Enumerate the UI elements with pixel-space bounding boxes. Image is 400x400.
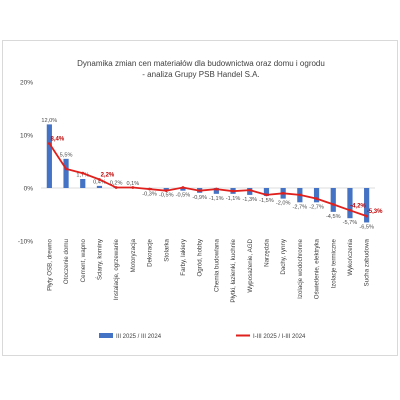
bar bbox=[213, 188, 219, 194]
line-point bbox=[348, 208, 352, 212]
legend: III 2025 / III 2024 I-III 2025 / I-III 2… bbox=[99, 333, 306, 340]
line-value-label: 8,4% bbox=[51, 136, 65, 142]
category-label: Farby, lakiery bbox=[180, 238, 187, 276]
category-label: Sucha zabudowa bbox=[364, 238, 371, 286]
chart-subtitle: - analiza Grupy PSB Handel S.A. bbox=[142, 70, 259, 79]
bar-value-label: 0,2% bbox=[110, 180, 123, 186]
bar-value-label: -1,5% bbox=[259, 198, 274, 204]
line-point bbox=[98, 178, 101, 181]
line-point bbox=[198, 189, 202, 193]
category-label: Instalacje, ogrzewanie bbox=[113, 238, 120, 300]
y-axis-ticks: 20% 10% 0% -10% bbox=[18, 80, 33, 246]
line-point bbox=[164, 189, 168, 193]
bar-value-label: -0,9% bbox=[192, 195, 207, 201]
bar-value-label: -6,5% bbox=[359, 224, 374, 230]
bar-value-label: -2,7% bbox=[309, 204, 324, 210]
bar bbox=[96, 185, 103, 188]
bar-value-label: -2,0% bbox=[276, 201, 291, 207]
line-point bbox=[231, 189, 235, 193]
category-label: Dekoracje bbox=[147, 238, 154, 266]
category-label: Stolarka bbox=[163, 238, 170, 261]
category-labels: Płyty OSB, drewno Otoczenie domu Cement, w… bbox=[46, 238, 370, 303]
line-value-label: -5,3% bbox=[367, 209, 383, 215]
line-point bbox=[298, 193, 302, 197]
category-label: Oświetlenie, elektryka bbox=[314, 238, 321, 299]
line-path bbox=[48, 143, 367, 217]
y-tick-label: 20% bbox=[20, 80, 33, 87]
line-point bbox=[131, 186, 135, 189]
category-label: Płytki, łazienki, kuchnie bbox=[230, 238, 237, 302]
category-label: Otoczenie domu bbox=[63, 238, 70, 284]
bar-value-label: -0,5% bbox=[159, 193, 174, 199]
line-series: 8,4% 2,2% -4,2%-5,3% bbox=[47, 136, 383, 218]
category-label: Dachy, rynny bbox=[280, 238, 287, 275]
category-label: Ściany, kominy bbox=[95, 238, 103, 280]
line-point bbox=[331, 203, 335, 206]
y-tick-label: 0% bbox=[24, 186, 34, 193]
category-label: Izolacje termiczne bbox=[330, 238, 337, 288]
bar bbox=[180, 188, 186, 191]
category-label: Chemia budowlana bbox=[213, 238, 220, 292]
bar bbox=[347, 188, 353, 219]
bar-value-label: -5,7% bbox=[343, 220, 358, 226]
category-label: Wykończenia bbox=[347, 238, 354, 275]
line-point bbox=[281, 191, 285, 195]
bar-value-label: -2,7% bbox=[293, 204, 308, 210]
category-label: Płyty OSB, drewno bbox=[46, 238, 53, 290]
bar-value-label: 1,7% bbox=[76, 172, 89, 178]
line-point bbox=[114, 186, 118, 189]
chart-title: Dynamika zmian cen materiałów dla budown… bbox=[77, 59, 325, 68]
category-label: Cement, wapno bbox=[80, 238, 87, 282]
bar bbox=[63, 158, 69, 188]
line-point bbox=[81, 171, 85, 175]
line-point bbox=[214, 187, 218, 191]
line-value-label: 2,2% bbox=[101, 173, 115, 179]
bar-value-label: -1,1% bbox=[209, 196, 224, 202]
legend-label-line: I-III 2025 / I-III 2024 bbox=[253, 334, 306, 340]
bar-value-label: -4,5% bbox=[326, 214, 341, 220]
line-point bbox=[64, 167, 68, 171]
line-point bbox=[148, 187, 151, 191]
category-label: Ogród, hobby bbox=[197, 238, 204, 276]
bar-value-label: 0,4% bbox=[93, 179, 106, 185]
bar-value-label: -0,5% bbox=[176, 193, 191, 199]
chart-card: Dynamika zmian cen materiałów dla budown… bbox=[2, 40, 398, 356]
line-point bbox=[315, 197, 318, 201]
line-point bbox=[265, 193, 268, 197]
category-label: Narzędzia bbox=[263, 238, 270, 266]
bar bbox=[80, 178, 86, 188]
bar bbox=[263, 188, 270, 196]
category-label: Izolacje wodochronne bbox=[297, 238, 304, 298]
bar-series: 12,0%5,5%1,7%0,4% 0,2% 0,1%-0,3% -0,5% -0,5%… bbox=[41, 118, 374, 231]
category-label: Wyposażenie, AGD bbox=[247, 238, 254, 292]
line-point bbox=[181, 186, 185, 189]
y-tick-label: 10% bbox=[20, 133, 33, 140]
bar-value-label: 0,1% bbox=[126, 181, 139, 187]
chart-svg: Dynamika zmian cen materiałów dla budown… bbox=[18, 59, 383, 340]
bar-value-label: -1,1% bbox=[226, 196, 241, 202]
legend-label-bar: III 2025 / III 2024 bbox=[116, 334, 162, 340]
line-point bbox=[365, 214, 369, 218]
category-label: Motoryzacja bbox=[130, 238, 137, 272]
bar-value-label: 5,5% bbox=[60, 152, 73, 158]
bar-value-label: 12,0% bbox=[41, 118, 57, 124]
y-tick-label: -10% bbox=[18, 239, 33, 246]
line-point bbox=[47, 142, 51, 145]
line-value-label: -4,2% bbox=[350, 203, 366, 209]
line-point bbox=[248, 188, 252, 192]
bar-value-label: -1,3% bbox=[242, 197, 257, 203]
bar bbox=[313, 188, 320, 203]
bar bbox=[46, 124, 52, 188]
bar bbox=[330, 188, 336, 212]
legend-swatch-bar bbox=[99, 333, 113, 338]
bar bbox=[364, 188, 370, 223]
bar-value-label: -0,3% bbox=[142, 192, 157, 198]
